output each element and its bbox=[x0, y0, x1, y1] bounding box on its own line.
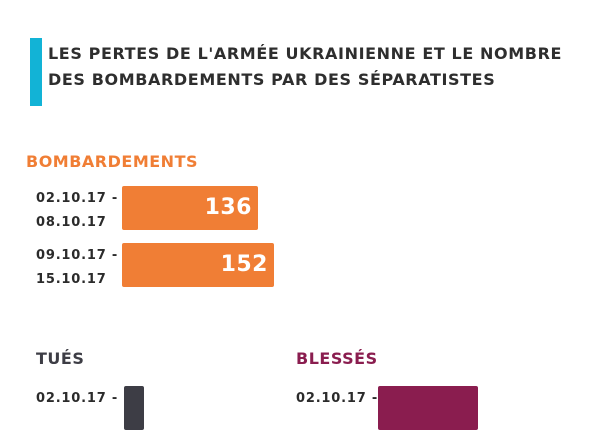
chart-1-bar-0 bbox=[124, 386, 144, 430]
category-line-1: 09.10.17 - bbox=[36, 248, 119, 263]
category-line-2: 15.10.17 bbox=[36, 272, 107, 287]
chart-title-block: LES PERTES DE L'ARMÉE UKRAINIENNE ET LE … bbox=[30, 38, 570, 106]
category-line-1: 02.10.17 - bbox=[36, 191, 119, 206]
chart-0-category-1: 09.10.17 - 15.10.17 bbox=[36, 244, 118, 292]
category-line-1: 02.10.17 - bbox=[36, 391, 119, 406]
category-line-2: 08.10.17 bbox=[36, 215, 107, 230]
title-accent-bar bbox=[30, 38, 42, 106]
chart-title-line-1: LES PERTES DE L'ARMÉE UKRAINIENNE ET LE … bbox=[48, 44, 563, 63]
chart-2-title: BLESSÉS bbox=[296, 349, 378, 368]
chart-0-data-label-0: 136 bbox=[204, 195, 252, 220]
category-line-1: 02.10.17 - bbox=[296, 391, 379, 406]
chart-1-category-0: 02.10.17 - bbox=[36, 387, 118, 411]
chart-0-bar-1 bbox=[122, 243, 274, 287]
chart-title-line-2: DES BOMBARDEMENTS PAR DES SÉPARATISTES bbox=[48, 70, 496, 89]
chart-0-bar-0 bbox=[122, 186, 258, 230]
chart-2-bar-0 bbox=[378, 386, 478, 430]
chart-0-title: BOMBARDEMENTS bbox=[26, 152, 199, 171]
chart-0-data-label-1: 152 bbox=[220, 252, 268, 277]
chart-1-title: TUÉS bbox=[36, 349, 85, 368]
chart-title: LES PERTES DE L'ARMÉE UKRAINIENNE ET LE … bbox=[48, 41, 568, 93]
chart-2-category-0: 02.10.17 - bbox=[296, 387, 378, 411]
chart-0-category-0: 02.10.17 - 08.10.17 bbox=[36, 187, 118, 235]
